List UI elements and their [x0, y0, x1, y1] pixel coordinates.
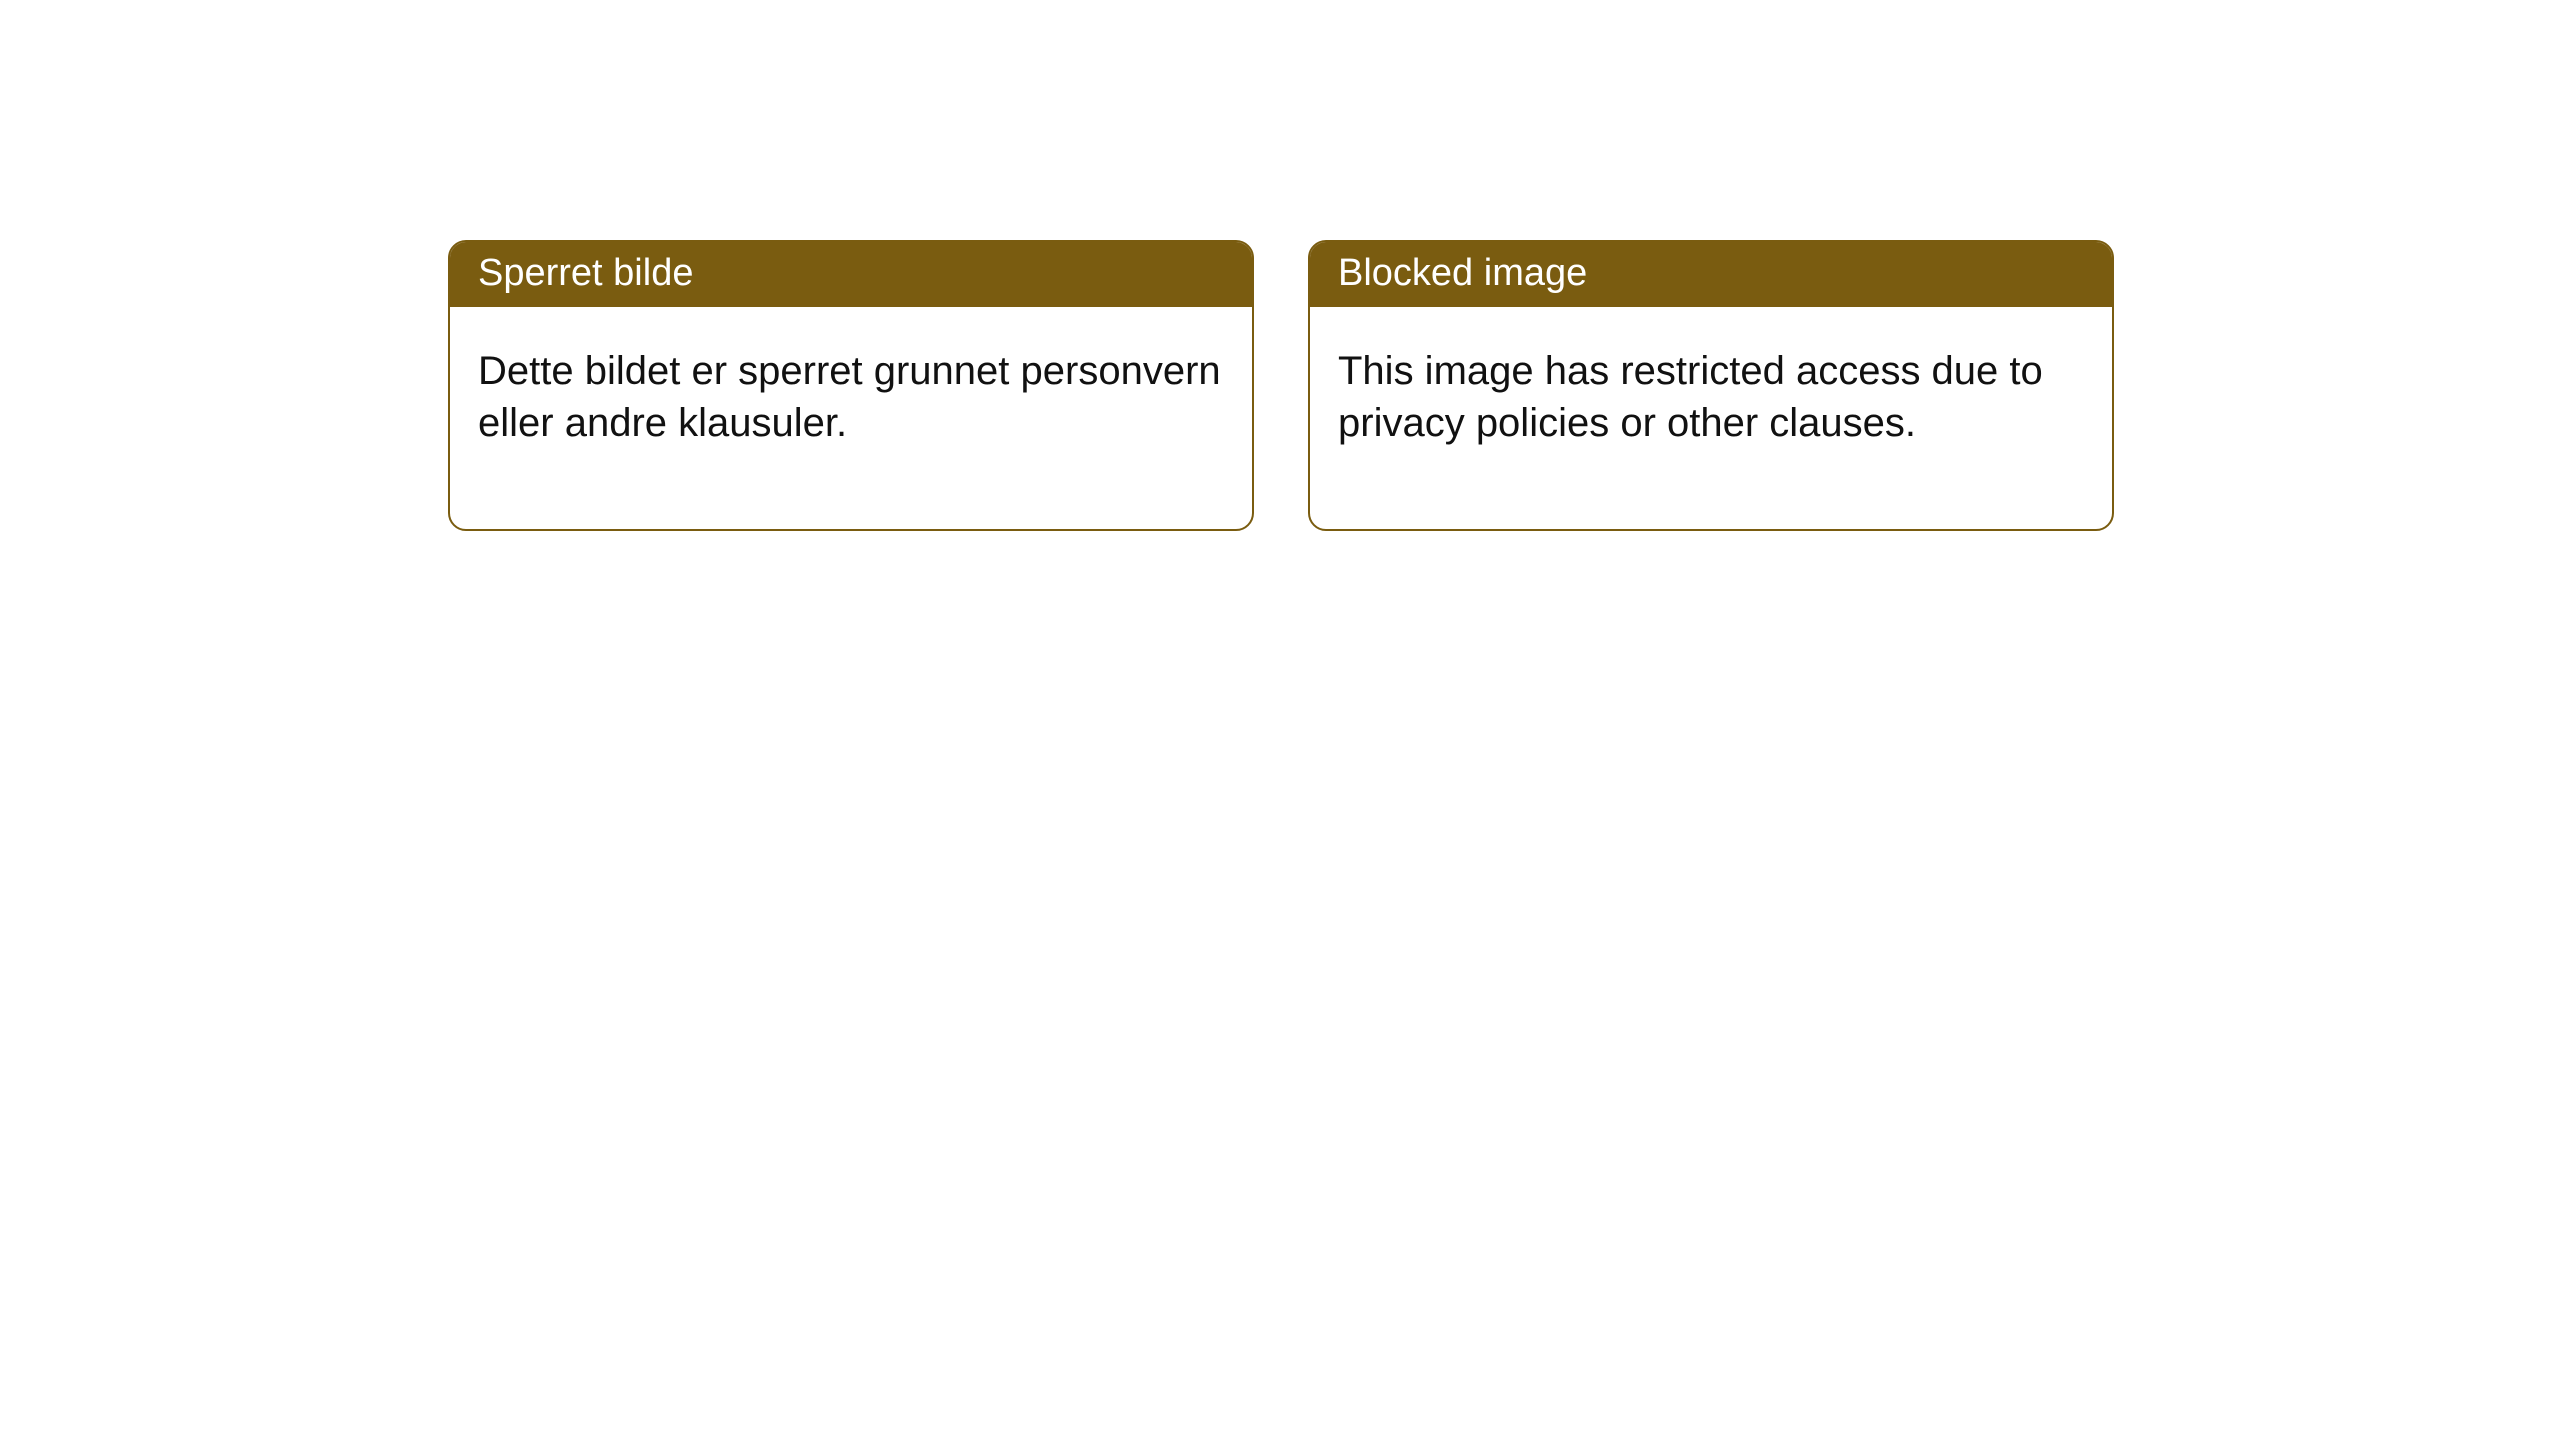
card-body-en: This image has restricted access due to … [1310, 307, 2112, 529]
blocked-image-card-en: Blocked image This image has restricted … [1308, 240, 2114, 531]
card-body-no: Dette bildet er sperret grunnet personve… [450, 307, 1252, 529]
card-title-en: Blocked image [1310, 242, 2112, 307]
blocked-image-card-no: Sperret bilde Dette bildet er sperret gr… [448, 240, 1254, 531]
notice-cards-container: Sperret bilde Dette bildet er sperret gr… [0, 0, 2560, 531]
card-title-no: Sperret bilde [450, 242, 1252, 307]
